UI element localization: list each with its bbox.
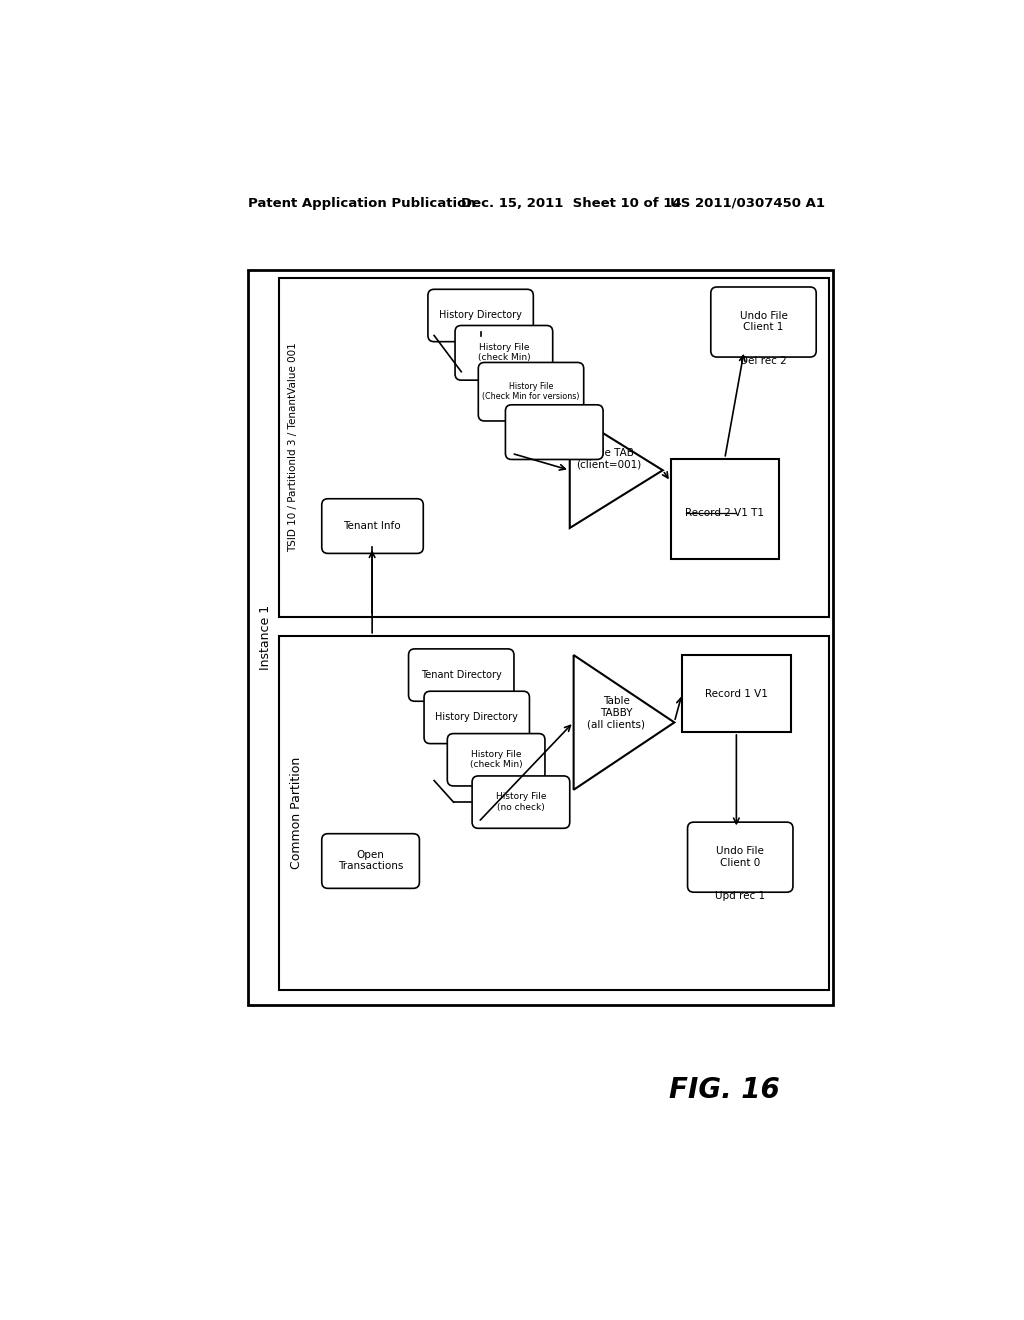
Text: Common Partition: Common Partition bbox=[290, 756, 303, 869]
Text: Instance 1: Instance 1 bbox=[259, 605, 271, 671]
Text: Tenant Directory: Tenant Directory bbox=[421, 671, 502, 680]
Text: History File
(check Min): History File (check Min) bbox=[477, 343, 530, 362]
FancyBboxPatch shape bbox=[687, 822, 793, 892]
Bar bbox=[682, 655, 791, 733]
FancyBboxPatch shape bbox=[322, 499, 423, 553]
FancyBboxPatch shape bbox=[506, 405, 603, 459]
Text: Table
TABBY
(all clients): Table TABBY (all clients) bbox=[587, 696, 645, 730]
Polygon shape bbox=[569, 412, 663, 528]
FancyBboxPatch shape bbox=[447, 734, 545, 785]
Bar bbox=[248, 271, 834, 1006]
Text: Open
Transactions: Open Transactions bbox=[338, 850, 403, 871]
Text: History Directory: History Directory bbox=[439, 310, 522, 321]
FancyBboxPatch shape bbox=[428, 289, 534, 342]
FancyBboxPatch shape bbox=[472, 776, 569, 829]
FancyBboxPatch shape bbox=[711, 286, 816, 358]
FancyBboxPatch shape bbox=[455, 326, 553, 380]
Text: Record 1 V1: Record 1 V1 bbox=[705, 689, 768, 698]
Text: Record 2 V1 T1: Record 2 V1 T1 bbox=[685, 508, 764, 517]
Bar bbox=[280, 277, 829, 616]
Text: History Directory: History Directory bbox=[435, 713, 518, 722]
Text: Del rec 2: Del rec 2 bbox=[740, 356, 786, 366]
Text: Undo File
Client 0: Undo File Client 0 bbox=[717, 846, 764, 867]
FancyBboxPatch shape bbox=[322, 834, 420, 888]
Text: History File
(no check): History File (no check) bbox=[529, 422, 580, 441]
Text: FIG. 16: FIG. 16 bbox=[670, 1076, 780, 1104]
FancyBboxPatch shape bbox=[478, 363, 584, 421]
FancyBboxPatch shape bbox=[409, 649, 514, 701]
Text: Table TAB
(client=001): Table TAB (client=001) bbox=[575, 447, 641, 470]
FancyBboxPatch shape bbox=[424, 692, 529, 743]
Text: History File
(Check Min for versions): History File (Check Min for versions) bbox=[482, 381, 580, 401]
Text: TSID 10 / PartitionId 3 / TenantValue 001: TSID 10 / PartitionId 3 / TenantValue 00… bbox=[288, 342, 298, 552]
Text: Upd rec 1: Upd rec 1 bbox=[715, 891, 765, 902]
Text: History File
(check Min): History File (check Min) bbox=[470, 750, 522, 770]
Text: US 2011/0307450 A1: US 2011/0307450 A1 bbox=[671, 197, 825, 210]
Text: History File
(no check): History File (no check) bbox=[496, 792, 546, 812]
Text: Dec. 15, 2011  Sheet 10 of 14: Dec. 15, 2011 Sheet 10 of 14 bbox=[461, 197, 682, 210]
Text: Patent Application Publication: Patent Application Publication bbox=[248, 197, 476, 210]
Bar bbox=[280, 636, 829, 990]
Bar bbox=[671, 459, 779, 558]
Text: Undo File
Client 1: Undo File Client 1 bbox=[739, 310, 787, 333]
Text: Tenant Info: Tenant Info bbox=[343, 520, 401, 531]
Polygon shape bbox=[573, 655, 675, 789]
